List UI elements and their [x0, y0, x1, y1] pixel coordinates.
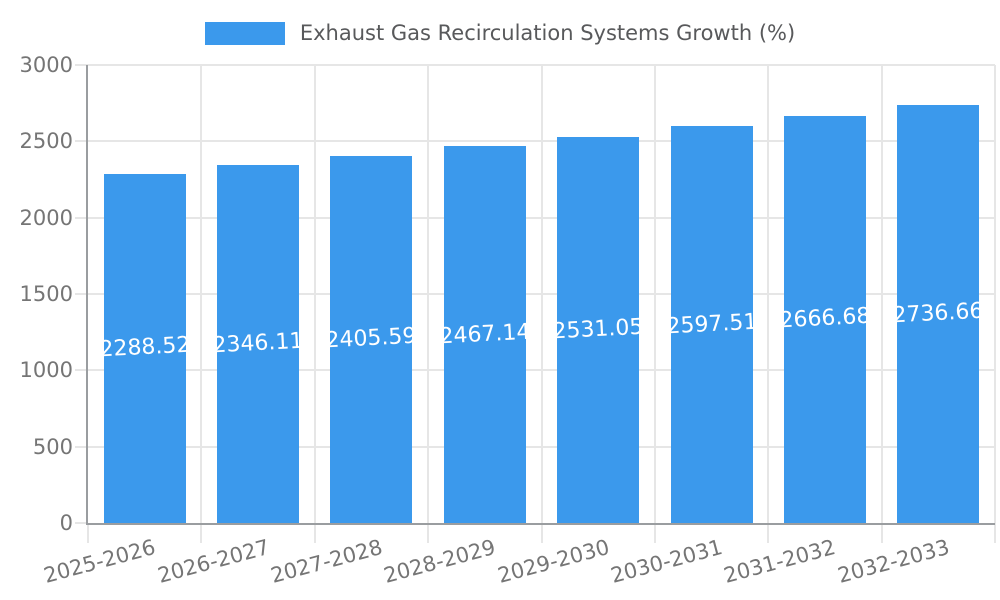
x-axis-line: [86, 523, 995, 525]
bar[interactable]: [443, 146, 526, 523]
bar-value-label: 2288.52: [98, 332, 191, 363]
legend-swatch-icon: [204, 21, 285, 45]
bar[interactable]: [330, 155, 413, 523]
y-axis-tick: [75, 369, 88, 372]
x-axis-tick: [540, 523, 543, 543]
x-gridline: [880, 65, 883, 523]
y-axis-tick: [75, 293, 88, 295]
x-gridline: [313, 65, 316, 523]
y-axis-tick-label: 0: [59, 511, 73, 535]
bar-value-label: 2531.05: [552, 314, 645, 345]
bar-value-label: 2405.59: [325, 323, 418, 354]
y-axis-tick: [75, 522, 88, 524]
y-axis-tick-label: 2500: [19, 129, 73, 154]
y-axis-tick-label: 1500: [19, 282, 73, 306]
x-gridline: [427, 65, 430, 523]
y-axis-line: [86, 65, 88, 525]
x-axis-tick-label: 2027-2028: [268, 534, 385, 588]
x-gridline: [994, 65, 996, 523]
bar[interactable]: [103, 173, 186, 523]
x-axis-tick-label: 2029-2030: [494, 534, 612, 588]
bar-value-label: 2666.68: [778, 304, 871, 334]
chart-legend[interactable]: Exhaust Gas Recirculation Systems Growth…: [0, 20, 1000, 46]
x-gridline: [200, 65, 203, 523]
bar-value-label: 2597.51: [665, 309, 758, 340]
x-axis-tick: [87, 523, 89, 543]
legend-label: Exhaust Gas Recirculation Systems Growth…: [299, 21, 796, 45]
x-gridline: [767, 65, 770, 523]
x-axis-tick: [994, 523, 996, 543]
x-axis-tick: [313, 523, 316, 543]
y-axis-tick: [75, 64, 88, 66]
x-axis-tick: [767, 523, 770, 543]
x-axis-tick-label: 2025-2026: [41, 534, 159, 588]
y-axis-tick-label: 500: [32, 434, 73, 459]
y-axis-tick-label: 2000: [19, 205, 73, 230]
x-axis-tick-label: 2030-2031: [608, 534, 726, 588]
bar[interactable]: [557, 136, 640, 523]
bar[interactable]: [897, 105, 980, 523]
bar[interactable]: [783, 115, 866, 523]
bar[interactable]: [217, 164, 300, 523]
x-gridline: [653, 65, 656, 523]
x-axis-tick-label: 2026-2027: [154, 534, 272, 588]
bar-value-label: 2346.11: [211, 328, 305, 359]
y-axis-tick: [75, 140, 88, 143]
y-axis-tick-label: 1000: [19, 358, 73, 383]
x-axis-tick-label: 2031-2032: [721, 534, 839, 588]
x-axis-tick: [200, 523, 203, 543]
bar[interactable]: [670, 126, 753, 523]
bar-value-label: 2736.66: [892, 298, 985, 329]
x-axis-tick: [653, 523, 656, 543]
y-axis-tick-label: 3000: [19, 53, 73, 77]
x-axis-tick: [880, 523, 883, 543]
bar-value-label: 2467.14: [438, 319, 531, 350]
y-axis-tick: [75, 216, 88, 219]
x-axis-tick-label: 2028-2029: [381, 534, 499, 588]
y-axis-tick: [75, 445, 88, 448]
x-gridline: [540, 65, 543, 523]
x-axis-tick: [427, 523, 430, 543]
x-axis-tick-label: 2032-2033: [835, 534, 952, 588]
